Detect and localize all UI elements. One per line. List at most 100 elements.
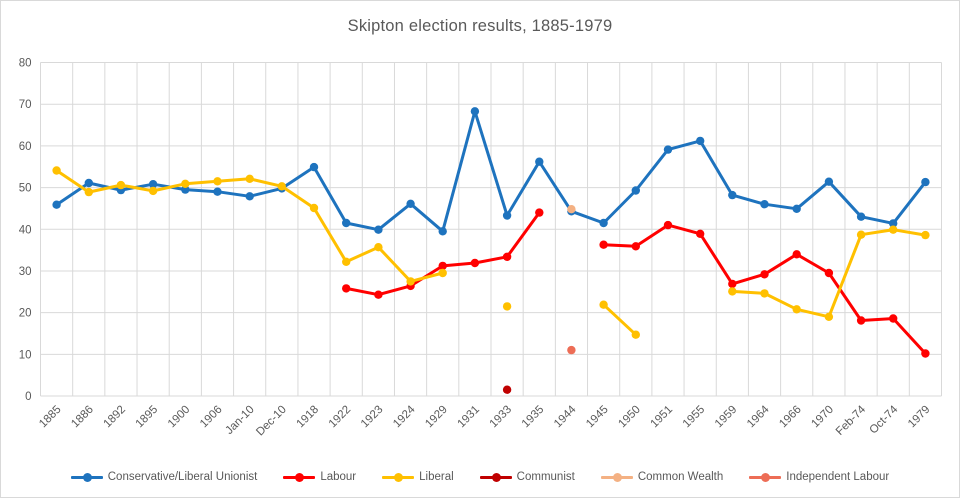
x-axis-tick-label: 1945 [584, 404, 611, 431]
series-point-liberal [374, 243, 383, 252]
x-axis-tick-label: 1951 [649, 404, 676, 431]
series-point-labour [663, 220, 673, 230]
series-point-liberal [181, 179, 190, 188]
y-axis-tick-label: 70 [19, 99, 32, 111]
series-point-conservative-liberal-unionist [502, 211, 512, 220]
series-point-labour [792, 250, 801, 259]
y-axis-tick-label: 20 [19, 308, 32, 320]
legend-label-independent-labour: Independent Labour [786, 471, 890, 483]
series-point-labour [856, 316, 866, 325]
series-point-conservative-liberal-unionist [824, 177, 834, 186]
legend-marker-labour [283, 472, 316, 482]
series-point-liberal [728, 287, 737, 296]
x-axis-tick-label: 1924 [391, 403, 418, 430]
series-point-conservative-liberal-unionist [921, 177, 930, 187]
series-point-independent-labour [567, 345, 576, 355]
x-axis-tick-label: 1950 [616, 404, 643, 431]
series-point-conservative-liberal-unionist [181, 185, 190, 194]
x-axis-tick-label: Jan-10 [223, 404, 256, 437]
series-point-labour [438, 261, 447, 271]
series-point-labour [824, 268, 834, 278]
legend-item-communist: Communist [479, 471, 575, 483]
series-point-conservative-liberal-unionist [342, 218, 351, 228]
series-point-liberal [309, 203, 319, 213]
series-point-labour [470, 258, 480, 268]
series-point-labour [728, 279, 737, 289]
series-point-liberal [438, 268, 447, 278]
series-line-conservative-liberal-unionist [55, 109, 927, 233]
series-point-conservative-liberal-unionist [148, 180, 158, 189]
legend-item-conservative-liberal-unionist: Conservative/Liberal Unionist [70, 471, 258, 483]
y-axis-tick-label: 60 [19, 141, 32, 153]
x-axis-tick-label: 1955 [681, 404, 708, 431]
series-point-liberal [84, 187, 94, 197]
series-point-conservative-liberal-unionist [374, 225, 383, 234]
x-axis-tick-label: 1923 [359, 404, 386, 431]
legend-item-independent-labour: Independent Labour [749, 471, 889, 483]
x-axis-tick-label: 1922 [327, 404, 354, 431]
legend-label-conservative-liberal-unionist: Conservative/Liberal Unionist [107, 471, 258, 483]
x-axis-tick-label: Feb-74 [834, 403, 869, 438]
series-point-conservative-liberal-unionist [663, 145, 673, 154]
x-axis-tick-label: 1895 [134, 404, 161, 431]
y-axis-tick-label: 50 [19, 183, 32, 195]
x-axis-tick-label: 1959 [713, 404, 740, 431]
legend-marker-common-wealth [600, 472, 633, 482]
series-point-labour [342, 284, 351, 293]
series-point-labour [599, 240, 608, 249]
series-point-liberal [52, 166, 61, 175]
x-axis-tick-label: 1906 [198, 404, 225, 431]
series-point-liberal [148, 186, 158, 196]
series-point-liberal [502, 302, 512, 311]
series-point-conservative-liberal-unionist [792, 204, 801, 213]
series-point-liberal [856, 230, 866, 239]
legend: Conservative/Liberal Unionist Labour Liber… [1, 471, 959, 483]
series-point-communist [502, 385, 512, 394]
legend-item-common-wealth: Common Wealth [600, 471, 724, 483]
legend-marker-liberal [382, 472, 415, 482]
x-axis-tick-label: 1918 [295, 404, 322, 431]
series-point-conservative-liberal-unionist [856, 212, 866, 221]
series-point-labour [631, 242, 640, 251]
series-point-liberal [245, 174, 254, 183]
y-axis-tick-label: 30 [19, 266, 32, 278]
legend-label-liberal: Liberal [419, 471, 454, 483]
series-point-liberal [921, 230, 930, 240]
series-point-conservative-liberal-unionist [728, 190, 737, 200]
series-point-liberal [824, 312, 834, 321]
series-point-conservative-liberal-unionist [631, 186, 640, 195]
x-axis-tick-label: 1886 [69, 404, 96, 431]
series-point-labour [760, 270, 769, 279]
series-point-conservative-liberal-unionist [84, 178, 94, 188]
series-point-liberal [277, 182, 286, 191]
y-axis-tick-label: 10 [19, 349, 32, 361]
x-axis-tick-label: 1892 [101, 404, 128, 431]
series-point-conservative-liberal-unionist [535, 157, 544, 166]
series-point-labour [502, 252, 512, 261]
series-point-liberal [342, 257, 351, 266]
x-axis-tick-label: Oct-74 [867, 403, 900, 436]
legend-item-labour: Labour [283, 471, 356, 483]
series-point-conservative-liberal-unionist [309, 162, 319, 172]
series-point-liberal [116, 180, 126, 190]
x-axis-tick-label: 1964 [745, 403, 772, 430]
x-axis-tick-label: 1931 [455, 404, 482, 431]
series-point-labour [889, 314, 898, 323]
series-point-conservative-liberal-unionist [245, 192, 254, 201]
legend-marker-conservative-liberal-unionist [70, 472, 103, 482]
legend-label-common-wealth: Common Wealth [637, 471, 724, 483]
series-point-common-wealth [567, 205, 576, 214]
legend-item-liberal: Liberal [382, 471, 454, 483]
series-point-conservative-liberal-unionist [470, 107, 480, 116]
series-point-labour [535, 208, 544, 217]
chart-title: Skipton election results, 1885-1979 [347, 17, 613, 35]
y-axis-tick-label: 40 [19, 224, 32, 236]
series-point-liberal [631, 330, 640, 339]
series-point-conservative-liberal-unionist [213, 187, 222, 196]
series-point-conservative-liberal-unionist [696, 136, 705, 146]
x-axis-tick-label: 1929 [423, 404, 450, 431]
series-point-conservative-liberal-unionist [438, 227, 447, 236]
x-axis-tick-label: Dec-10 [254, 404, 289, 439]
series-point-liberal [599, 300, 608, 309]
